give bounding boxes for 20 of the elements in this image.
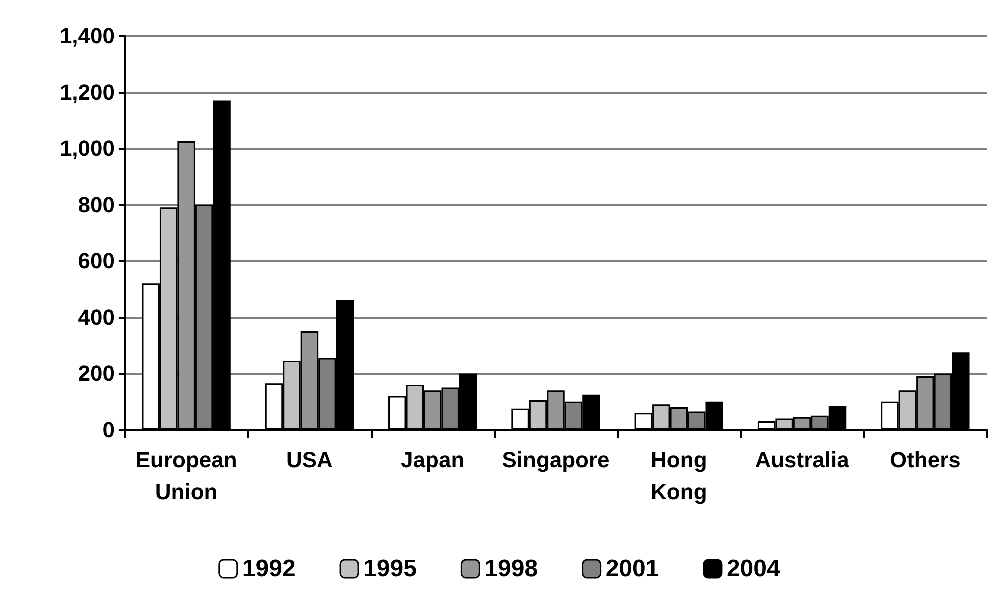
y-tick-label: 0 xyxy=(102,418,115,442)
legend-label: 1995 xyxy=(364,556,417,582)
x-tick-label: Others xyxy=(890,448,961,472)
legend-label: 1998 xyxy=(484,556,538,582)
x-tick-label: Singapore xyxy=(502,448,610,472)
legend-label: 1992 xyxy=(242,556,296,582)
y-tick-label: 600 xyxy=(78,248,115,274)
y-tick-label: 400 xyxy=(78,304,115,330)
legend-label: 2004 xyxy=(726,556,782,582)
y-tick-label: 800 xyxy=(78,192,115,218)
y-tick-label: 1,200 xyxy=(60,80,115,105)
x-tick-label: Japan xyxy=(401,448,465,472)
y-tick-label: 1,000 xyxy=(60,136,115,162)
legend-label: 2001 xyxy=(606,556,660,582)
x-tick-label: Australia xyxy=(755,448,850,472)
x-tick-label: Hong Kong xyxy=(651,448,708,504)
x-tick-label: USA xyxy=(286,448,334,472)
x-tick-label: European Union xyxy=(136,448,238,504)
y-tick-label: 200 xyxy=(78,361,115,386)
y-tick-label: 1,400 xyxy=(60,24,115,48)
